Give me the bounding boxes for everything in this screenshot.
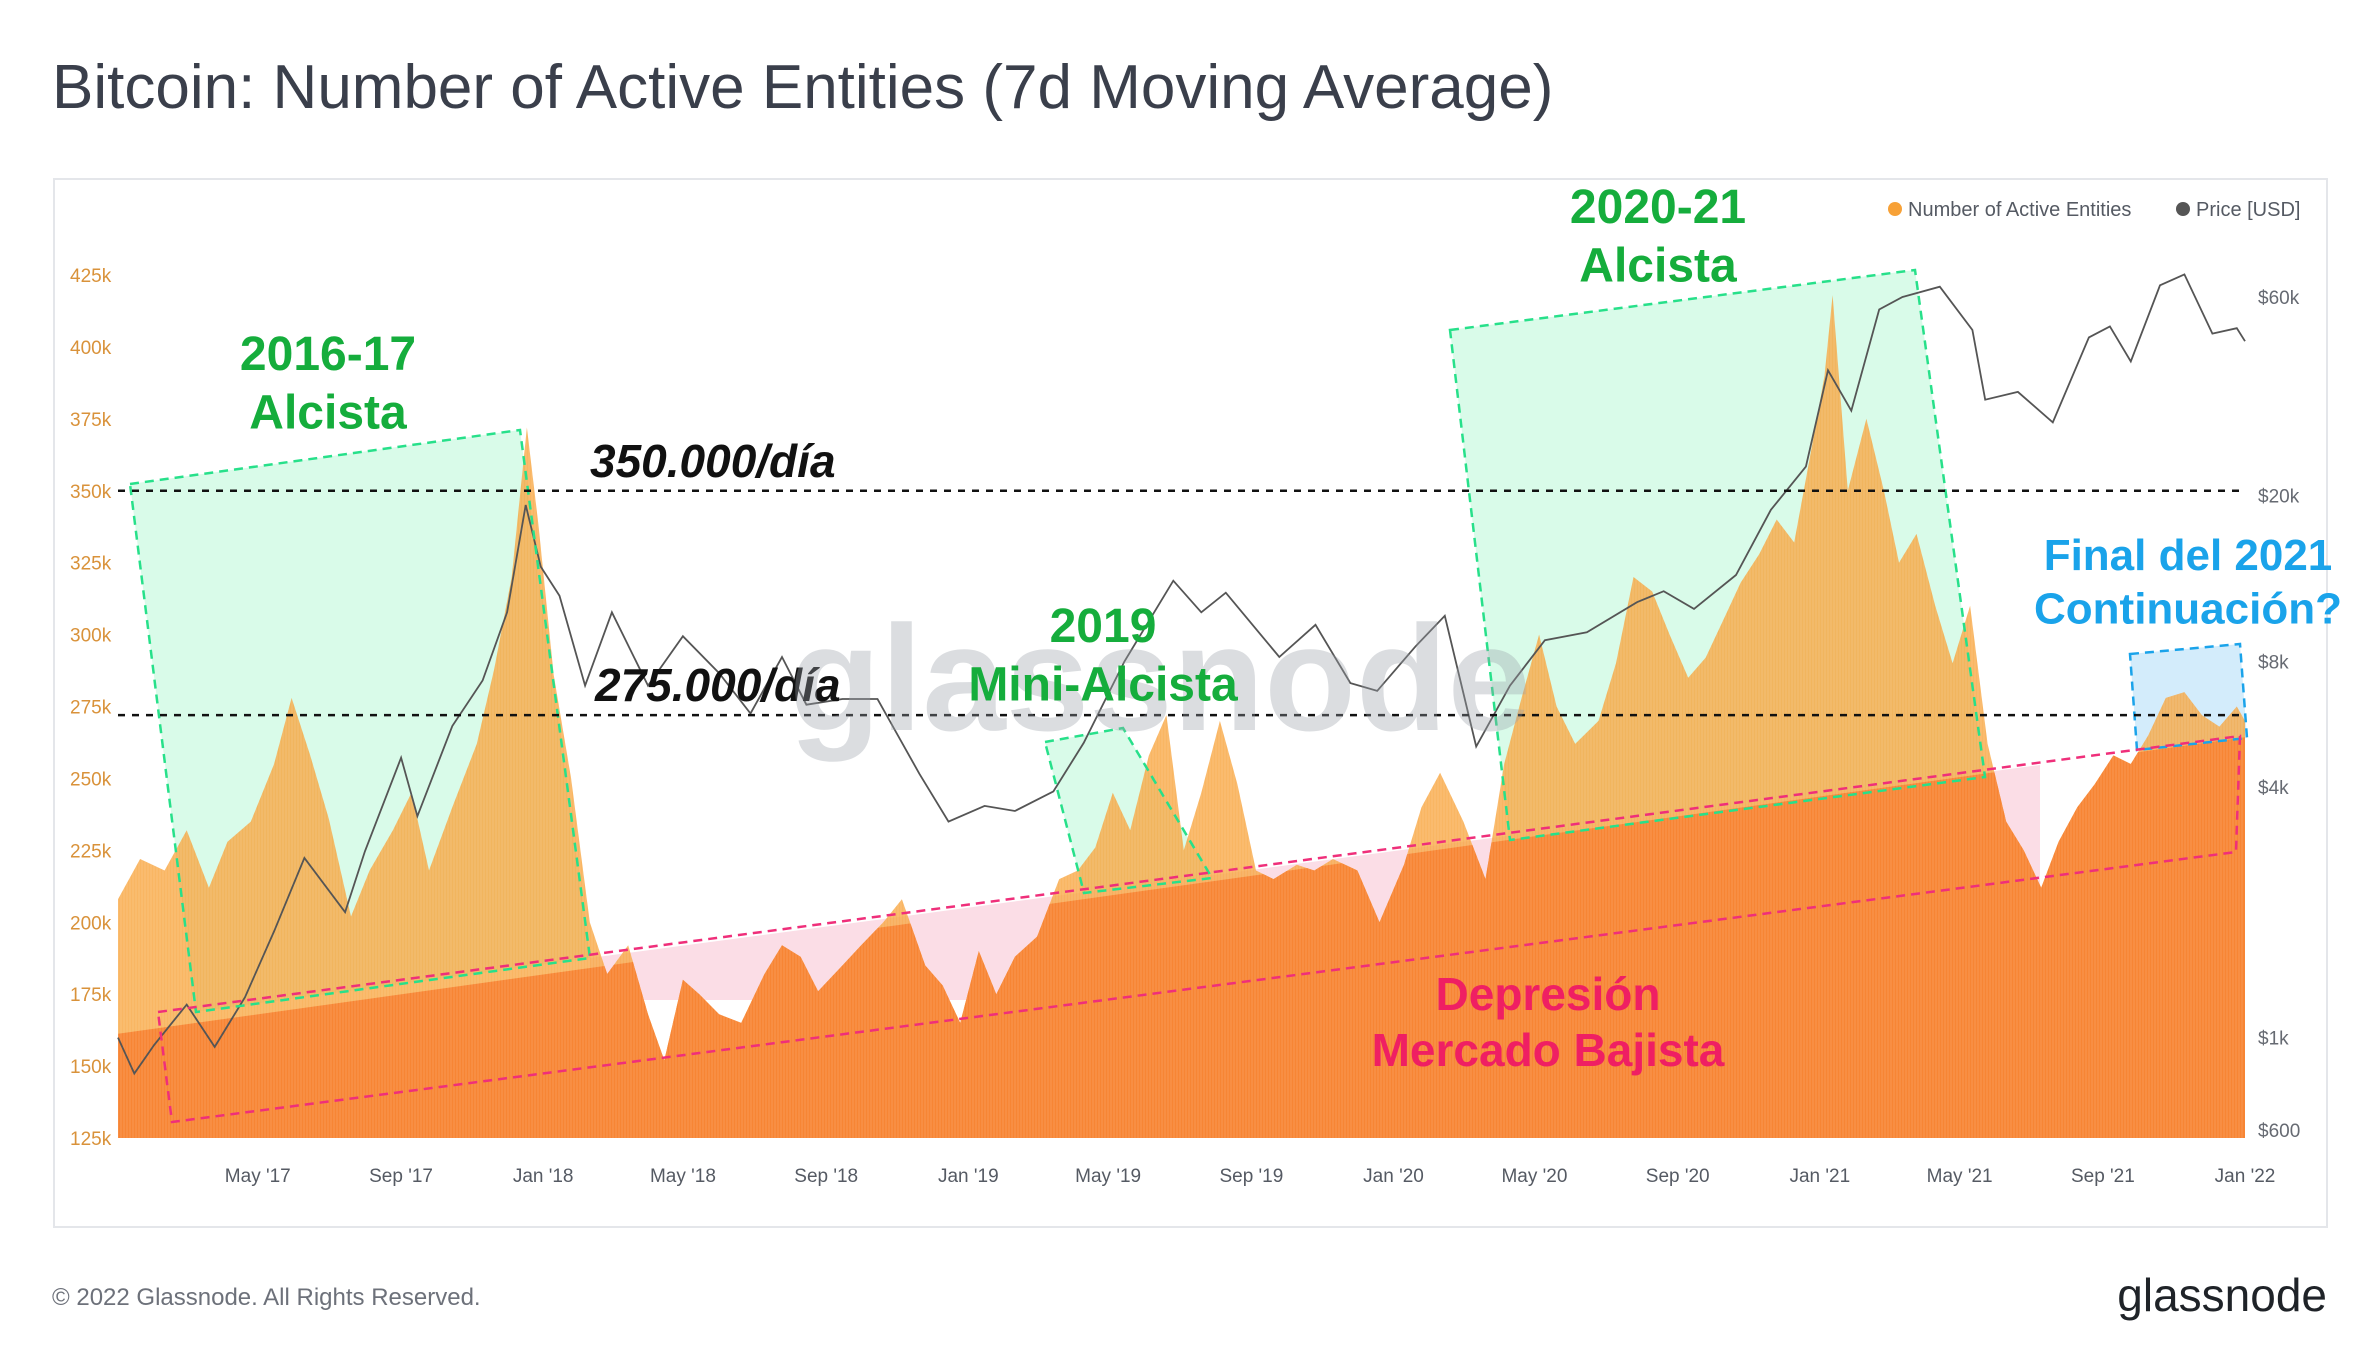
annotation-2020-21: 2020-21 Alcista [1570, 181, 1746, 293]
y-left-tick: 300k [70, 626, 112, 647]
y-left-tick: 225k [70, 841, 112, 862]
page-title: Bitcoin: Number of Active Entities (7d M… [52, 53, 1554, 122]
entities-lower-band [118, 737, 2245, 1138]
watermark: glassnode [789, 594, 1531, 762]
y-left-tick: 375k [70, 410, 112, 431]
annotation-2016-17: 2016-17 Alcista [240, 328, 416, 440]
x-tick: Jan '19 [938, 1166, 999, 1187]
bull-outline-2019 [1043, 726, 1215, 895]
price-line [117, 273, 2246, 1076]
x-tick: May '17 [225, 1166, 291, 1187]
annotation-layer: 2016-17 Alcista 2019 Mini-Alcista 2020-21 Alc… [240, 181, 2342, 1076]
annotation-depression: Depresión Mercado Bajista [1372, 968, 1725, 1076]
y-right-tick: $8k [2258, 652, 2289, 673]
y-left-tick: 125k [70, 1129, 112, 1150]
ref-line-350k-label: 350.000/día [590, 435, 836, 487]
x-tick: Sep '19 [1219, 1166, 1283, 1187]
y-left-tick: 175k [70, 985, 112, 1006]
legend-marker-entities [1888, 202, 1902, 216]
chart-frame [53, 178, 2328, 1228]
y-left-tick: 150k [70, 1057, 112, 1078]
y-left-tick: 400k [70, 338, 112, 359]
x-tick: Sep '17 [369, 1166, 433, 1187]
legend-marker-price [2176, 202, 2190, 216]
y-right-tick: $1k [2258, 1029, 2289, 1050]
x-tick: Jan '22 [2215, 1166, 2276, 1187]
legend-label-price: Price [USD] [2196, 199, 2300, 221]
x-tick: May '20 [1501, 1166, 1567, 1187]
annotation-2019: 2019 Mini-Alcista [968, 600, 1238, 712]
y-left-tick: 425k [70, 266, 112, 287]
depression-band-outline [156, 734, 2242, 1124]
ref-line-275k-label: 275.000/día [594, 659, 841, 711]
y-right-tick: $600 [2258, 1121, 2300, 1142]
annotation-final-2021: Final del 2021 Continuación? [2034, 531, 2342, 634]
y-right-tick: $4k [2258, 778, 2289, 799]
y-left-tick: 200k [70, 913, 112, 934]
x-tick: Jan '18 [513, 1166, 574, 1187]
x-tick: May '19 [1075, 1166, 1141, 1187]
x-tick: May '18 [650, 1166, 716, 1187]
final-2021-outline [2128, 642, 2249, 752]
y-right-tick: $20k [2258, 487, 2300, 508]
y-left-tick: 325k [70, 554, 112, 575]
x-tick: Sep '21 [2071, 1166, 2135, 1187]
bull-outline-2020-21 [1448, 268, 1987, 842]
legend-label-entities: Number of Active Entities [1908, 199, 2131, 221]
footer-brand-logo: glassnode [2117, 1269, 2327, 1321]
y-left-tick: 350k [70, 482, 112, 503]
x-tick: May '21 [1927, 1166, 1993, 1187]
y-left-tick: 250k [70, 769, 112, 790]
footer-copyright: © 2022 Glassnode. All Rights Reserved. [52, 1284, 481, 1311]
y-right-tick: $60k [2258, 288, 2300, 309]
y-left-tick: 275k [70, 698, 112, 719]
x-tick: Jan '21 [1789, 1166, 1850, 1187]
axis-layer: 125k 150k 175k 200k 225k 250k 275k 300k 325k 350k… [70, 199, 2300, 1187]
x-tick: Jan '20 [1363, 1166, 1424, 1187]
bull-outline-2016-17 [128, 428, 592, 1014]
x-tick: Sep '20 [1646, 1166, 1710, 1187]
x-tick: Sep '18 [794, 1166, 858, 1187]
